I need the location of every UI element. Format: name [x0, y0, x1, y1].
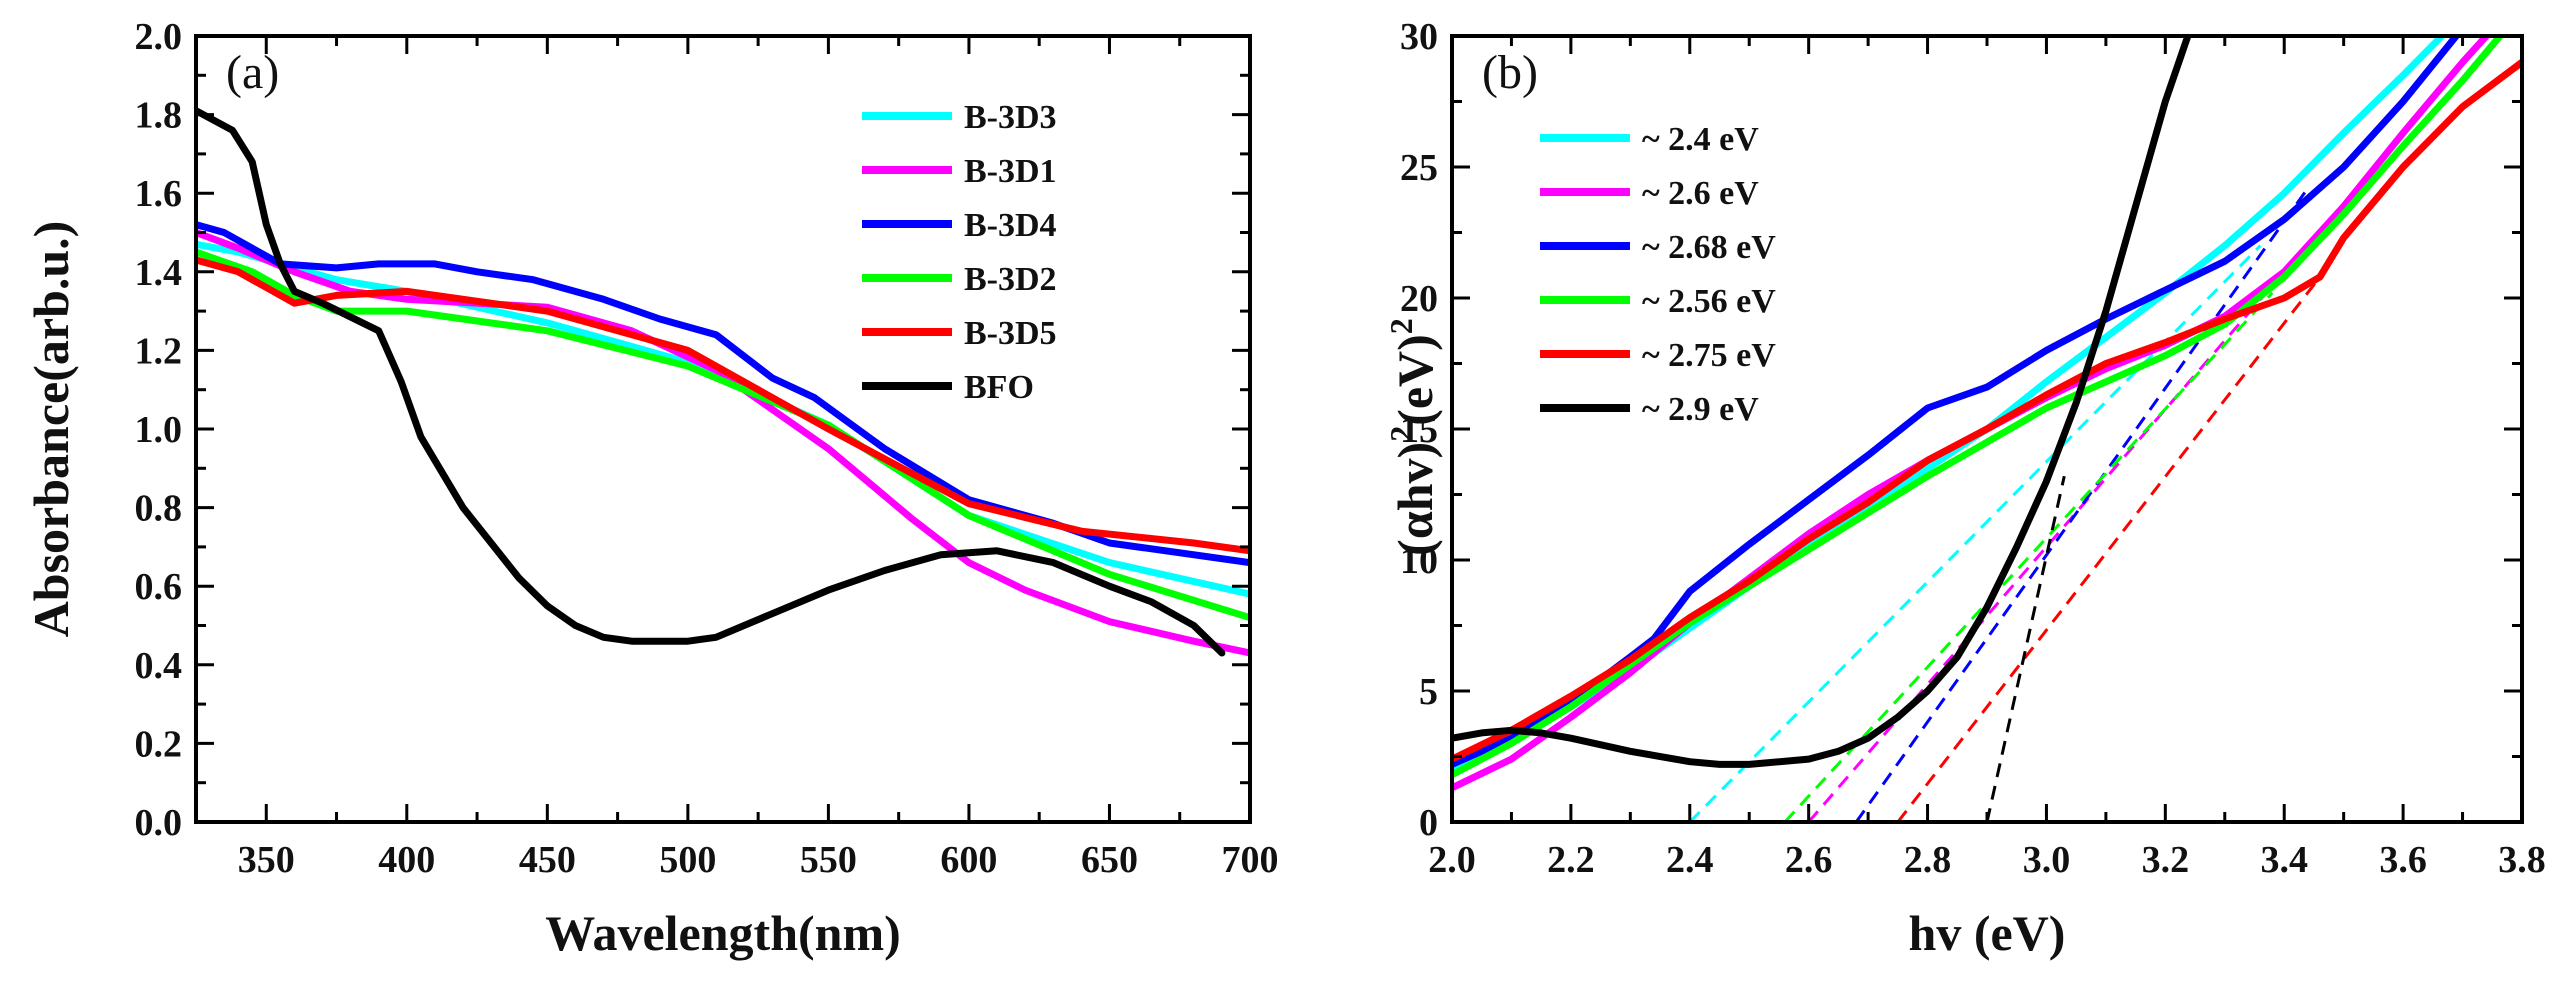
y-tick-label: 5 — [1419, 671, 1438, 713]
y-title-sup-2: 2 — [1383, 318, 1419, 334]
y-title-sup-1: 2 — [1383, 426, 1419, 442]
tangent-line-2-4-ev — [1688, 244, 2262, 822]
legend-label-2-9-ev: ~ 2.9 eV — [1642, 391, 1759, 428]
y-tick-label: 0.0 — [135, 802, 183, 844]
series-line-b-3d4 — [196, 221, 1250, 567]
y-tick-label: 0.6 — [135, 566, 183, 608]
tangent-line-2-68-ev — [1855, 187, 2310, 822]
y-tick-label: 0 — [1419, 802, 1438, 844]
series-line-2-56-ev — [1452, 36, 2505, 779]
x-tick-label: 350 — [238, 839, 295, 881]
legend-label-b-3d3: B-3D3 — [964, 99, 1057, 136]
panel-b-y-axis-title: (αhv)2(eV)2 — [1383, 318, 1443, 556]
panel-b-legend: ~ 2.4 eV ~ 2.6 eV ~ 2.68 eV ~ 2.56 eV ~ 2.75… — [1540, 121, 1776, 428]
series-line-bfo — [196, 107, 1226, 657]
tangent-line-2-56-ev — [1783, 291, 2274, 822]
y-tick-label: 15 — [1400, 409, 1438, 451]
x-tick-label: 3.4 — [2260, 839, 2308, 881]
x-tick-label: 2.8 — [1904, 839, 1952, 881]
y-tick-label: 25 — [1400, 147, 1438, 189]
y-tick-label: 30 — [1400, 16, 1438, 58]
panel-b-ticks: 2.0 2.2 2.4 2.6 2.8 3.0 3.2 3.4 3.6 3.8 0 5 10 15 20 25… — [1400, 16, 2546, 881]
x-tick-label: 400 — [378, 839, 435, 881]
x-tick-label: 2.0 — [1428, 839, 1476, 881]
x-tick-label: 2.2 — [1547, 839, 1595, 881]
panel-a-x-axis-title: Wavelength(nm) — [545, 905, 901, 961]
legend-label-2-6-ev: ~ 2.6 eV — [1642, 175, 1759, 212]
tangent-line-2-6-ev — [1807, 270, 2286, 822]
series-line-2-9-ev — [1452, 36, 2192, 768]
y-tick-label: 1.8 — [135, 95, 183, 137]
panel-a-series — [196, 107, 1250, 657]
legend-label-b-3d2: B-3D2 — [964, 261, 1057, 298]
legend-label-2-4-ev: ~ 2.4 eV — [1642, 121, 1759, 158]
y-tick-label: 0.8 — [135, 488, 183, 530]
panel-a: 350 400 450 500 550 600 650 700 0.0 0.2 0.4 0.6 0.8 1… — [23, 16, 1279, 961]
y-tick-label: 0.4 — [135, 645, 183, 687]
series-line-b-3d5 — [196, 256, 1250, 555]
x-tick-label: 700 — [1222, 839, 1279, 881]
x-tick-label: 650 — [1081, 839, 1138, 881]
y-tick-label: 20 — [1400, 278, 1438, 320]
x-tick-label: 550 — [800, 839, 857, 881]
y-title-unit: (eV) — [1387, 334, 1443, 426]
legend-label-b-3d1: B-3D1 — [964, 153, 1057, 190]
panel-a-frame — [194, 34, 1252, 824]
series-line-2-75-ev — [1452, 58, 2522, 763]
panel-b-tangent-lines — [1688, 187, 2322, 822]
x-tick-label: 500 — [659, 839, 716, 881]
legend-label-b-3d4: B-3D4 — [964, 207, 1057, 244]
legend-label-2-75-ev: ~ 2.75 eV — [1642, 337, 1776, 374]
panel-a-y-axis-title: Absorbance(arb.u.) — [23, 221, 79, 638]
x-tick-label: 2.6 — [1785, 839, 1833, 881]
x-tick-label: 450 — [519, 839, 576, 881]
panel-a-ticks: 350 400 450 500 550 600 650 700 0.0 0.2 0.4 0.6 0.8 1… — [135, 16, 1279, 881]
y-tick-label: 1.0 — [135, 409, 183, 451]
legend-label-bfo: BFO — [964, 369, 1034, 406]
x-tick-label: 3.6 — [2379, 839, 2427, 881]
y-tick-label: 1.2 — [135, 330, 183, 372]
panel-a-legend: B-3D3 B-3D1 B-3D4 B-3D2 B-3D5 BFO — [862, 99, 1057, 406]
y-title-base: (αhv) — [1387, 442, 1443, 556]
legend-label-2-68-ev: ~ 2.68 eV — [1642, 229, 1776, 266]
y-tick-label: 1.4 — [135, 252, 183, 294]
panel-b-series — [1452, 36, 2522, 792]
series-line-b-3d2 — [196, 248, 1250, 622]
x-tick-label: 3.0 — [2023, 839, 2071, 881]
y-tick-label: 10 — [1400, 540, 1438, 582]
legend-label-2-56-ev: ~ 2.56 eV — [1642, 283, 1776, 320]
panel-b-x-axis-title: hv (eV) — [1909, 905, 2066, 961]
x-tick-label: 600 — [940, 839, 997, 881]
panel-b-label: (b) — [1482, 46, 1538, 99]
panel-a-label: (a) — [226, 46, 279, 99]
legend-label-b-3d5: B-3D5 — [964, 315, 1057, 352]
y-tick-label: 0.2 — [135, 723, 183, 765]
x-tick-label: 2.4 — [1666, 839, 1714, 881]
tangent-line-2-9-ev — [1985, 475, 2066, 822]
panel-b: 2.0 2.2 2.4 2.6 2.8 3.0 3.2 3.4 3.6 3.8 0 5 10 15 20 25… — [1383, 16, 2546, 961]
x-tick-label: 3.8 — [2498, 839, 2546, 881]
y-tick-label: 1.6 — [135, 173, 183, 215]
x-tick-label: 3.2 — [2142, 839, 2190, 881]
y-tick-label: 2.0 — [135, 16, 183, 58]
